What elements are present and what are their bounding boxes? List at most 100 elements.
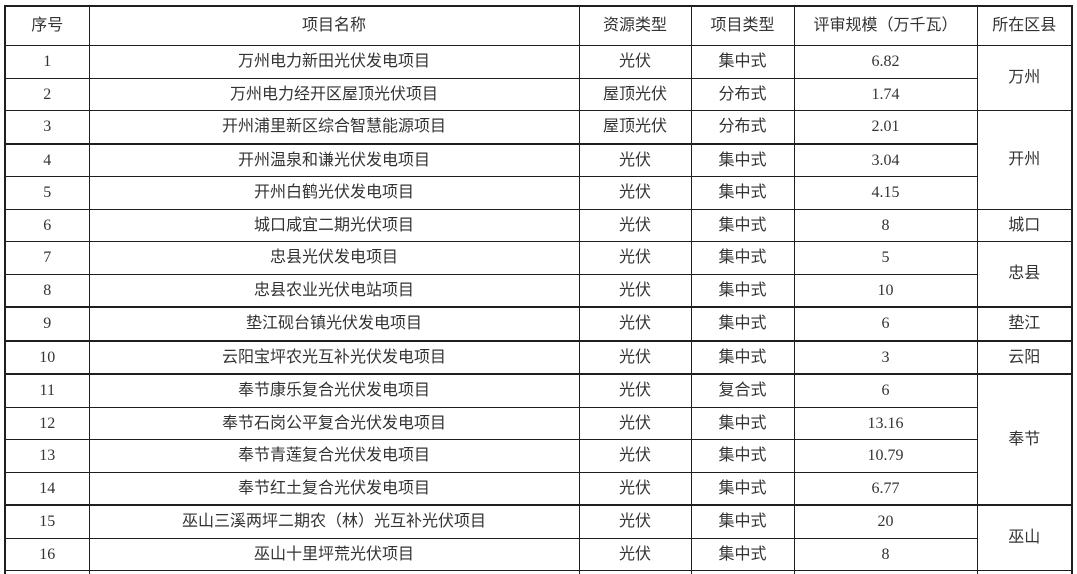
review-scale-cell: 6.82	[793, 45, 978, 79]
project-name-cell: 云阳宝坪农光互补光伏发电项目	[88, 339, 580, 375]
resource-type-cell: 光伏	[578, 273, 692, 308]
empty-cell	[690, 570, 795, 574]
project-name-cell: 开州白鹤光伏发电项目	[88, 176, 580, 210]
review-scale-cell: 6	[793, 373, 978, 408]
table-row: 3 开州浦里新区综合智慧能源项目 屋顶光伏 分布式 2.01 开州	[4, 110, 1073, 210]
table-row: 8 忠县农业光伏电站项目 光伏 集中式 10	[4, 273, 1072, 308]
table-row: 16 巫山十里坪荒光伏项目 光伏 集中式 8	[4, 537, 1072, 571]
row-number-cell: 13	[4, 439, 90, 473]
table-row: 9 垫江砚台镇光伏发电项目 光伏 集中式 6 垫江	[4, 306, 1073, 341]
review-scale-cell: 10.79	[793, 439, 978, 473]
project-type-cell: 集中式	[690, 208, 795, 242]
table-row: 15 巫山三溪两坪二期农（林）光互补光伏项目 光伏 集中式 20 巫山	[4, 504, 1073, 571]
project-name-cell: 巫山十里坪荒光伏项目	[88, 537, 580, 571]
resource-type-cell: 光伏	[578, 176, 692, 210]
row-number-cell: 5	[4, 176, 90, 210]
header-district: 所在区县	[976, 5, 1073, 46]
row-number-cell: 9	[4, 306, 90, 341]
resource-type-cell: 光伏	[578, 306, 692, 341]
district-cell: 巫山	[976, 504, 1073, 571]
table-row: 5 开州白鹤光伏发电项目 光伏 集中式 4.15	[4, 176, 1072, 210]
project-type-cell: 集中式	[690, 142, 795, 177]
pv-project-review-table: 序号 项目名称 资源类型 项目类型 评审规模（万千瓦） 所在区县 1 万州电力新田…	[4, 5, 1073, 574]
empty-cell	[88, 570, 580, 574]
project-name-cell: 城口咸宜二期光伏项目	[88, 208, 580, 242]
project-name-cell: 奉节红土复合光伏发电项目	[88, 471, 580, 506]
header-resource-type: 资源类型	[578, 5, 692, 46]
review-scale-cell: 8	[793, 537, 978, 571]
resource-type-cell: 光伏	[578, 471, 692, 506]
resource-type-cell: 光伏	[578, 504, 692, 539]
project-type-cell: 集中式	[690, 471, 795, 506]
resource-type-cell: 光伏	[578, 406, 692, 440]
table-row: 14 奉节红土复合光伏发电项目 光伏 集中式 6.77	[4, 471, 1072, 506]
empty-cell	[793, 570, 978, 574]
header-review-scale: 评审规模（万千瓦）	[793, 5, 978, 46]
row-number-cell: 16	[4, 537, 90, 571]
review-scale-cell: 1.74	[793, 77, 978, 111]
district-cell: 云阳	[976, 339, 1073, 375]
resource-type-cell: 光伏	[578, 142, 692, 177]
row-number-cell: 3	[4, 110, 90, 144]
project-type-cell: 集中式	[690, 241, 795, 275]
district-cell: 忠县	[976, 241, 1073, 308]
header-project-type: 项目类型	[690, 5, 795, 46]
review-scale-cell: 4.15	[793, 176, 978, 210]
review-scale-cell: 5	[793, 241, 978, 275]
partial-row	[4, 570, 1073, 574]
review-scale-cell: 20	[793, 504, 978, 539]
project-name-cell: 奉节青莲复合光伏发电项目	[88, 439, 580, 473]
project-name-cell: 忠县光伏发电项目	[88, 241, 580, 275]
table-row: 12 奉节石岗公平复合光伏发电项目 光伏 集中式 13.16	[4, 406, 1072, 440]
resource-type-cell: 屋顶光伏	[578, 77, 692, 111]
row-number-cell: 4	[4, 142, 90, 177]
project-name-cell: 开州浦里新区综合智慧能源项目	[88, 110, 580, 144]
review-scale-cell: 6	[793, 306, 978, 341]
table-row: 4 开州温泉和谦光伏发电项目 光伏 集中式 3.04	[4, 142, 1072, 177]
empty-cell	[976, 570, 1073, 574]
resource-type-cell: 光伏	[578, 439, 692, 473]
project-type-cell: 复合式	[690, 373, 795, 408]
district-cell: 万州	[976, 45, 1073, 111]
district-cell: 城口	[976, 208, 1073, 242]
empty-cell	[578, 570, 692, 574]
table-body: 1 万州电力新田光伏发电项目 光伏 集中式 6.82 万州 2 万州电力经开区屋顶光伏项目 屋顶…	[4, 45, 1073, 574]
row-number-cell: 1	[4, 45, 90, 79]
review-scale-cell: 3.04	[793, 142, 978, 177]
table-row: 2 万州电力经开区屋顶光伏项目 屋顶光伏 分布式 1.74	[4, 77, 1072, 111]
review-scale-cell: 2.01	[793, 110, 978, 144]
row-number-cell: 15	[4, 504, 90, 539]
district-cell: 开州	[976, 110, 1073, 210]
table-row: 6 城口咸宜二期光伏项目 光伏 集中式 8 城口	[4, 208, 1073, 242]
row-number-cell: 8	[4, 273, 90, 308]
resource-type-cell: 光伏	[578, 208, 692, 242]
empty-cell	[4, 570, 90, 574]
row-number-cell: 10	[4, 339, 90, 375]
project-type-cell: 集中式	[690, 306, 795, 341]
review-scale-cell: 10	[793, 273, 978, 308]
row-number-cell: 2	[4, 77, 90, 111]
review-scale-cell: 6.77	[793, 471, 978, 506]
project-type-cell: 集中式	[690, 176, 795, 210]
row-number-cell: 6	[4, 208, 90, 242]
header-row: 序号 项目名称 资源类型 项目类型 评审规模（万千瓦） 所在区县	[4, 5, 1073, 46]
table-row: 11 奉节康乐复合光伏发电项目 光伏 复合式 6 奉节	[4, 373, 1073, 506]
project-type-cell: 集中式	[690, 504, 795, 539]
resource-type-cell: 光伏	[578, 241, 692, 275]
project-type-cell: 集中式	[690, 439, 795, 473]
resource-type-cell: 屋顶光伏	[578, 110, 692, 144]
project-name-cell: 忠县农业光伏电站项目	[88, 273, 580, 308]
review-scale-cell: 3	[793, 339, 978, 375]
row-number-cell: 14	[4, 471, 90, 506]
header-project-name: 项目名称	[88, 5, 580, 46]
project-type-cell: 集中式	[690, 339, 795, 375]
resource-type-cell: 光伏	[578, 45, 692, 79]
project-name-cell: 垫江砚台镇光伏发电项目	[88, 306, 580, 341]
resource-type-cell: 光伏	[578, 537, 692, 571]
resource-type-cell: 光伏	[578, 373, 692, 408]
project-type-cell: 集中式	[690, 45, 795, 79]
resource-type-cell: 光伏	[578, 339, 692, 375]
table-row: 1 万州电力新田光伏发电项目 光伏 集中式 6.82 万州	[4, 45, 1073, 111]
review-scale-cell: 13.16	[793, 406, 978, 440]
